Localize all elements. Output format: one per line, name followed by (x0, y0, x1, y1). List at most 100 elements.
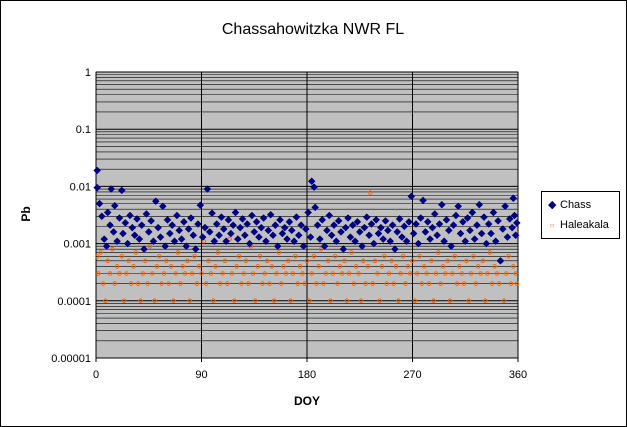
chass-data-point (121, 219, 130, 227)
haleakala-data-point (445, 258, 450, 264)
haleakala-data-point (274, 271, 279, 276)
haleakala-data-point (133, 250, 139, 255)
chass-data-point (395, 215, 404, 223)
haleakala-data-point (140, 271, 146, 276)
haleakala-data-point (264, 258, 270, 264)
chass-data-point (412, 220, 420, 228)
haleakala-data-point (391, 281, 397, 286)
haleakala-data-point (217, 281, 223, 286)
chass-data-point (233, 235, 242, 243)
haleakala-data-point (424, 271, 429, 276)
haleakala-data-point (203, 281, 209, 286)
circle-marker-icon: ○ (549, 221, 555, 230)
chass-data-point (107, 185, 116, 193)
chass-data-point (106, 221, 114, 230)
haleakala-data-point (128, 281, 134, 286)
chass-data-point (144, 228, 153, 236)
haleakala-data-point (105, 258, 111, 264)
chass-data-point (330, 221, 338, 230)
chass-data-point (165, 229, 174, 238)
haleakala-data-point (377, 298, 382, 304)
haleakala-data-point (112, 281, 118, 286)
haleakala-data-point (119, 253, 125, 259)
haleakala-data-point (342, 258, 347, 264)
haleakala-data-point (114, 264, 120, 269)
haleakala-data-point (295, 281, 300, 286)
chass-data-point (255, 233, 263, 241)
x-axis-label: DOY (294, 394, 320, 408)
x-tick-label: 270 (403, 369, 421, 381)
chass-data-point (449, 221, 458, 230)
haleakala-data-point (189, 271, 195, 276)
chass-data-point (245, 239, 254, 248)
chass-data-point (273, 242, 282, 251)
haleakala-data-point (180, 264, 186, 269)
haleakala-data-point (229, 271, 235, 276)
haleakala-data-point (285, 258, 291, 264)
chass-data-point (393, 228, 402, 236)
chass-data-point (355, 228, 364, 236)
haleakala-data-point (396, 298, 401, 304)
haleakala-data-point (168, 264, 174, 269)
haleakala-data-point (503, 271, 509, 276)
haleakala-data-point (353, 264, 359, 269)
chass-data-point (454, 202, 463, 211)
haleakala-data-point (224, 281, 230, 286)
haleakala-data-point (147, 243, 153, 249)
chass-data-point (287, 226, 296, 235)
haleakala-data-point (375, 271, 380, 276)
haleakala-data-point (403, 281, 408, 286)
haleakala-data-point (288, 298, 293, 304)
chass-data-point (156, 233, 165, 241)
haleakala-data-point (330, 271, 336, 276)
chass-data-point (339, 245, 348, 253)
haleakala-data-point (271, 298, 277, 304)
haleakala-data-point (246, 281, 251, 286)
chass-data-point (250, 228, 259, 236)
haleakala-data-point (450, 271, 455, 276)
haleakala-data-point (166, 281, 171, 286)
chass-data-point (117, 186, 126, 195)
haleakala-data-point (98, 250, 103, 255)
haleakala-data-point (307, 298, 312, 304)
haleakala-data-point (257, 253, 263, 259)
chass-data-point (203, 185, 212, 193)
haleakala-data-point (173, 271, 179, 276)
chass-data-point (508, 223, 516, 232)
chass-data-point (109, 228, 118, 236)
haleakala-data-point (454, 281, 460, 286)
chass-data-point (358, 242, 366, 251)
legend-label-haleakala: Haleakala (560, 219, 609, 231)
haleakala-data-point (428, 258, 434, 264)
haleakala-data-point (508, 281, 514, 286)
haleakala-data-point (501, 298, 507, 304)
chass-data-point (243, 220, 252, 228)
haleakala-data-point (185, 258, 190, 264)
chass-data-point (369, 239, 378, 248)
haleakala-data-point (278, 281, 284, 286)
chass-data-point (229, 221, 238, 230)
haleakala-data-point (414, 271, 420, 276)
haleakala-data-point (440, 264, 446, 269)
chass-data-point (405, 217, 413, 226)
chass-data-point (419, 196, 427, 205)
chass-data-point (452, 211, 460, 220)
haleakala-data-point (452, 253, 458, 259)
chass-data-point (264, 226, 273, 235)
chass-data-point (130, 231, 139, 240)
chass-data-point (248, 211, 256, 220)
chass-data-point (142, 210, 151, 218)
haleakala-data-point (232, 298, 237, 304)
haleakala-data-point (400, 253, 406, 259)
haleakala-data-point (351, 281, 357, 286)
chass-data-point (180, 217, 188, 226)
chass-data-point (161, 242, 170, 251)
chass-data-point (205, 228, 214, 236)
chass-data-point (376, 223, 385, 232)
haleakala-data-point (199, 271, 204, 276)
chass-data-point (194, 220, 202, 228)
y-tick-label: 0.01 (70, 181, 91, 193)
chass-data-point (236, 223, 245, 232)
series-haleakala (94, 190, 520, 304)
chass-data-point (93, 166, 102, 175)
